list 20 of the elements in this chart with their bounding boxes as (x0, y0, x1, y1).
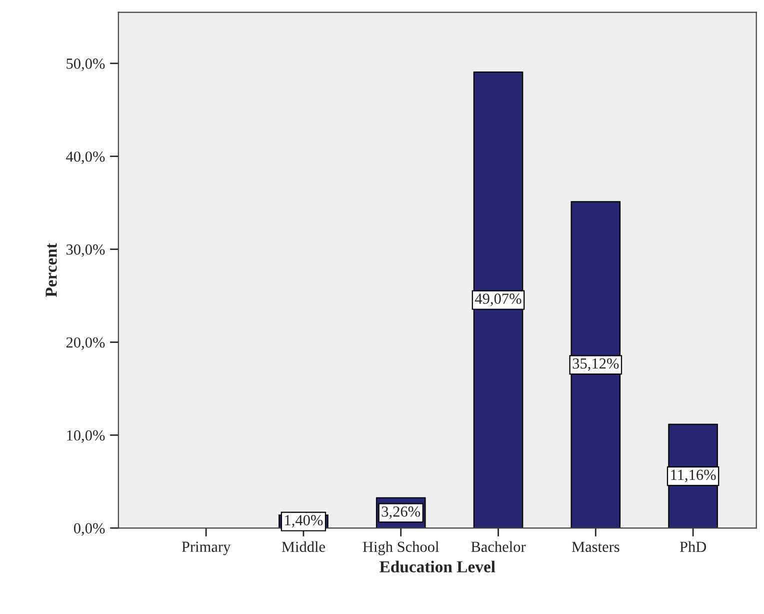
x-tick-label: PhD (680, 541, 706, 552)
x-tick-label: High School (362, 541, 439, 556)
y-tick-label: 50,0% (66, 58, 105, 72)
x-tick-label: Masters (572, 542, 620, 552)
x-axis-title: Education Level (380, 560, 496, 572)
bar (473, 71, 524, 528)
y-axis-title: Percent (46, 243, 57, 298)
bar (570, 201, 621, 528)
data-label: 3,26% (382, 506, 420, 519)
data-label: 49,07% (475, 294, 522, 306)
data-label: 35,12% (572, 358, 619, 371)
y-tick-label: 40,0% (66, 151, 105, 164)
y-tick-label: 0,0% (74, 523, 105, 536)
data-label: 11,16% (671, 470, 716, 482)
x-tick-label: Primary (182, 542, 231, 556)
x-tick-label: Bachelor (471, 541, 526, 552)
y-tick-label: 10,0% (67, 430, 105, 443)
y-tick-label: 20,0% (66, 337, 105, 350)
y-tick-label: 30,0% (66, 244, 105, 257)
x-tick-label: Middle (282, 541, 326, 552)
